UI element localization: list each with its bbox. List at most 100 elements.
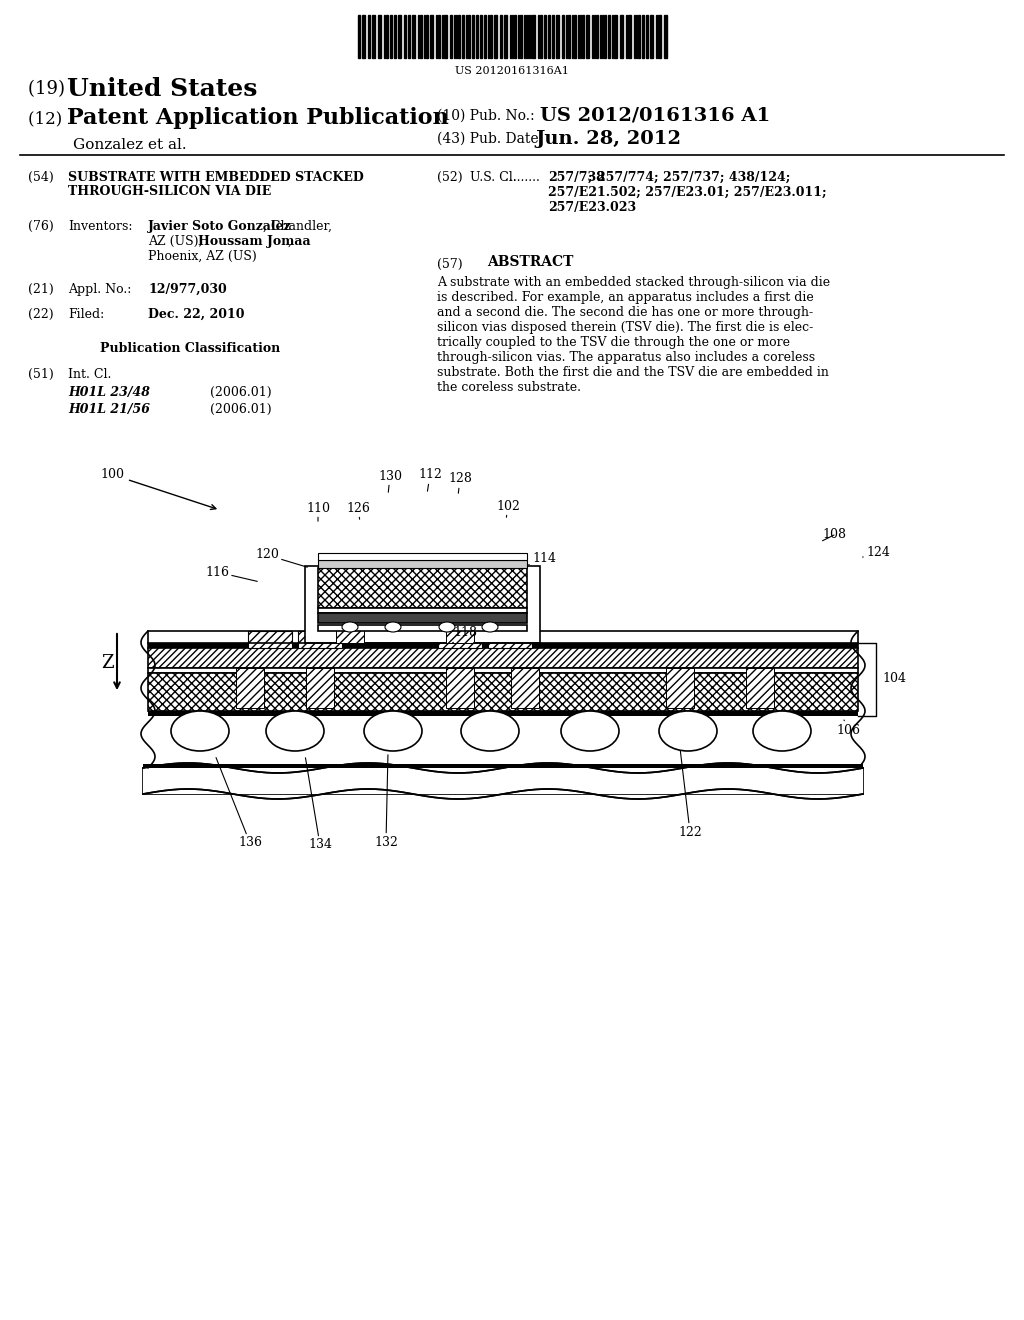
Bar <box>450 15 452 58</box>
Bar <box>298 631 342 648</box>
Text: (51): (51) <box>28 368 53 381</box>
Bar <box>480 15 482 58</box>
Bar <box>490 15 492 58</box>
Bar <box>604 15 606 58</box>
Bar <box>336 624 364 643</box>
Bar <box>148 631 858 648</box>
Text: A substrate with an embedded stacked through-silicon via die: A substrate with an embedded stacked thr… <box>437 276 830 289</box>
Text: U.S. Cl.: U.S. Cl. <box>470 172 517 183</box>
Bar <box>404 15 406 58</box>
Text: ,: , <box>288 235 292 248</box>
Bar <box>318 624 527 631</box>
Bar <box>446 624 474 643</box>
Text: AZ (US);: AZ (US); <box>148 235 207 248</box>
Text: Jun. 28, 2012: Jun. 28, 2012 <box>535 129 681 148</box>
Bar <box>520 15 522 58</box>
Bar <box>540 15 542 58</box>
Text: 12/977,030: 12/977,030 <box>148 282 226 296</box>
Bar <box>378 15 381 58</box>
Ellipse shape <box>171 711 229 751</box>
Ellipse shape <box>266 711 324 751</box>
Bar <box>504 15 507 58</box>
Bar <box>148 673 858 711</box>
Bar <box>318 568 527 609</box>
Bar <box>532 15 535 58</box>
Text: (43) Pub. Date:: (43) Pub. Date: <box>437 132 544 147</box>
Bar <box>500 15 502 58</box>
Text: , Chandler,: , Chandler, <box>263 220 332 234</box>
Text: Houssam Jomaa: Houssam Jomaa <box>198 235 310 248</box>
Bar <box>544 15 546 58</box>
Bar <box>562 15 564 58</box>
Text: (57): (57) <box>437 257 463 271</box>
Bar <box>148 668 858 673</box>
Text: 257/E23.023: 257/E23.023 <box>548 201 636 214</box>
Text: SUBSTRATE WITH EMBEDDED STACKED: SUBSTRATE WITH EMBEDDED STACKED <box>68 172 364 183</box>
Bar <box>438 631 482 648</box>
Text: through-silicon vias. The apparatus also includes a coreless: through-silicon vias. The apparatus also… <box>437 351 815 364</box>
Bar <box>552 15 554 58</box>
Text: trically coupled to the TSV die through the one or more: trically coupled to the TSV die through … <box>437 337 790 348</box>
Text: substrate. Both the first die and the TSV die are embedded in: substrate. Both the first die and the TS… <box>437 366 828 379</box>
Bar <box>596 15 598 58</box>
Text: 104: 104 <box>882 672 906 685</box>
Text: 134: 134 <box>305 758 332 851</box>
Bar <box>358 15 360 58</box>
Text: (19): (19) <box>28 81 71 98</box>
Text: Filed:: Filed: <box>68 308 104 321</box>
Bar <box>143 764 863 768</box>
Bar <box>372 15 375 58</box>
Bar <box>638 15 640 58</box>
Bar <box>568 15 570 58</box>
Text: 116: 116 <box>205 565 257 581</box>
Text: (52): (52) <box>437 172 463 183</box>
Text: US 2012/0161316 A1: US 2012/0161316 A1 <box>540 107 770 125</box>
Bar <box>318 553 527 560</box>
Bar <box>148 648 858 668</box>
Text: (2006.01): (2006.01) <box>210 403 271 416</box>
Bar <box>318 560 527 568</box>
Text: (2006.01): (2006.01) <box>210 385 271 399</box>
Text: Int. Cl.: Int. Cl. <box>68 368 112 381</box>
Text: Gonzalez et al.: Gonzalez et al. <box>73 139 186 152</box>
Text: 100: 100 <box>100 469 216 510</box>
Text: (21): (21) <box>28 282 53 296</box>
Text: (54): (54) <box>28 172 53 183</box>
Text: 118: 118 <box>453 627 477 643</box>
Bar <box>446 668 474 708</box>
Bar <box>398 15 401 58</box>
Bar <box>494 15 497 58</box>
Bar <box>628 15 631 58</box>
Bar <box>408 15 410 58</box>
Bar <box>586 15 589 58</box>
Text: 132: 132 <box>374 755 398 849</box>
Text: 102: 102 <box>496 499 520 517</box>
Bar <box>650 15 653 58</box>
Bar <box>476 15 478 58</box>
Text: Javier Soto Gonzalez: Javier Soto Gonzalez <box>148 220 292 234</box>
Bar <box>511 668 539 708</box>
Bar <box>318 612 527 623</box>
Bar <box>438 15 440 58</box>
Text: 114: 114 <box>528 552 556 565</box>
Text: ABSTRACT: ABSTRACT <box>486 255 573 269</box>
Bar <box>306 668 334 708</box>
Bar <box>614 15 617 58</box>
Bar <box>582 15 584 58</box>
Text: 136: 136 <box>216 758 262 850</box>
Bar <box>148 643 858 648</box>
Bar <box>548 15 550 58</box>
Bar <box>556 15 559 58</box>
Bar <box>642 15 644 58</box>
Text: (76): (76) <box>28 220 53 234</box>
Ellipse shape <box>385 622 401 632</box>
Bar <box>318 609 527 612</box>
Bar <box>426 15 428 58</box>
Bar <box>444 15 447 58</box>
Ellipse shape <box>461 711 519 751</box>
Ellipse shape <box>364 711 422 751</box>
Ellipse shape <box>659 711 717 751</box>
Bar <box>420 15 422 58</box>
Bar <box>746 668 774 708</box>
Bar <box>362 15 365 58</box>
